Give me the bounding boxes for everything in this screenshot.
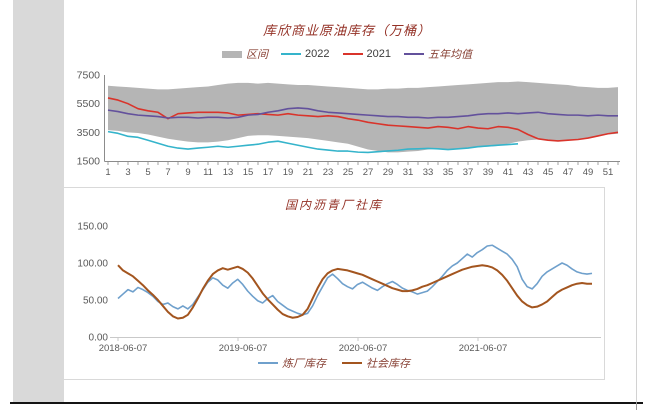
svg-text:5500: 5500 bbox=[77, 98, 101, 110]
bottom-chart-legend: 炼厂库存 社会库存 bbox=[64, 355, 604, 371]
svg-text:29: 29 bbox=[383, 167, 394, 178]
svg-text:49: 49 bbox=[583, 167, 594, 178]
bottom-chart-title: 国内沥青厂社库 bbox=[284, 198, 383, 212]
svg-text:39: 39 bbox=[483, 167, 494, 178]
svg-text:43: 43 bbox=[523, 167, 534, 178]
svg-text:50.00: 50.00 bbox=[83, 296, 108, 307]
legend-item-2021: 2021 bbox=[342, 48, 391, 60]
bottom-divider-line bbox=[10, 402, 643, 404]
svg-text:3: 3 bbox=[125, 167, 130, 178]
divider-end-tick bbox=[636, 402, 637, 410]
legend-item-2022: 2022 bbox=[281, 48, 330, 60]
svg-text:7500: 7500 bbox=[77, 70, 101, 82]
line-swatch-social bbox=[342, 361, 362, 365]
legend-label: 区间 bbox=[246, 48, 269, 61]
svg-text:100.00: 100.00 bbox=[77, 259, 108, 270]
svg-text:37: 37 bbox=[463, 167, 474, 178]
svg-text:35: 35 bbox=[443, 167, 454, 178]
svg-text:0.00: 0.00 bbox=[89, 333, 109, 344]
svg-text:23: 23 bbox=[323, 167, 334, 178]
top-chart-title: 库欣商业原油库存（万桶） bbox=[262, 24, 431, 39]
svg-text:3500: 3500 bbox=[77, 127, 101, 139]
svg-text:25: 25 bbox=[343, 167, 354, 178]
svg-text:5: 5 bbox=[145, 167, 150, 178]
legend-item-range: 区间 bbox=[222, 46, 268, 62]
svg-text:27: 27 bbox=[363, 167, 374, 178]
left-gray-panel bbox=[13, 0, 64, 403]
svg-text:7: 7 bbox=[165, 167, 170, 178]
cushing-inventory-chart: 库欣商业原油库存（万桶） 区间 2022 2021 五年均值 1 3 5 7 9 11 13… bbox=[64, 0, 630, 184]
svg-text:15: 15 bbox=[243, 167, 254, 178]
page-right-border bbox=[636, 0, 637, 402]
svg-text:47: 47 bbox=[563, 167, 574, 178]
svg-text:13: 13 bbox=[223, 167, 234, 178]
svg-text:2021-06-07: 2021-06-07 bbox=[459, 343, 508, 354]
line-swatch-refinery bbox=[258, 361, 278, 365]
svg-text:45: 45 bbox=[543, 167, 554, 178]
svg-text:9: 9 bbox=[185, 167, 190, 178]
legend-item-5yavg: 五年均值 bbox=[403, 46, 472, 62]
svg-text:51: 51 bbox=[603, 167, 614, 178]
svg-text:2019-06-07: 2019-06-07 bbox=[219, 343, 268, 354]
svg-text:31: 31 bbox=[403, 167, 414, 178]
legend-label: 2021 bbox=[366, 48, 391, 60]
svg-text:11: 11 bbox=[203, 167, 213, 178]
svg-text:2018-06-07: 2018-06-07 bbox=[99, 343, 148, 354]
svg-text:21: 21 bbox=[303, 167, 314, 178]
svg-text:1: 1 bbox=[105, 167, 110, 178]
legend-label: 2022 bbox=[305, 48, 330, 60]
range-band-swatch bbox=[222, 50, 243, 58]
asphalt-inventory-chart: 国内沥青厂社库 2018-06-07 2019-06-07 2020-06-07 20… bbox=[63, 187, 605, 380]
legend-label: 五年均值 bbox=[427, 48, 472, 61]
legend-label: 社会库存 bbox=[366, 357, 410, 370]
line-swatch-2022 bbox=[281, 53, 302, 55]
line-swatch-2021 bbox=[342, 53, 363, 55]
svg-text:1500: 1500 bbox=[77, 156, 101, 168]
svg-text:41: 41 bbox=[503, 167, 514, 178]
legend-label: 炼厂库存 bbox=[282, 357, 326, 370]
svg-text:2020-06-07: 2020-06-07 bbox=[339, 343, 388, 354]
top-chart-legend: 区间 2022 2021 五年均值 bbox=[64, 46, 630, 62]
svg-text:17: 17 bbox=[263, 167, 274, 178]
svg-text:19: 19 bbox=[283, 167, 294, 178]
legend-item-social: 社会库存 bbox=[342, 355, 410, 371]
bottom-chart-plot: 2018-06-07 2019-06-07 2020-06-07 2021-06-07… bbox=[77, 222, 601, 354]
line-swatch-5yavg bbox=[403, 53, 424, 55]
legend-item-refinery: 炼厂库存 bbox=[258, 355, 326, 371]
svg-text:150.00: 150.00 bbox=[77, 222, 108, 233]
top-chart-plot: 1 3 5 7 9 11 13 15 17 19 21 23 25 27 29 31 33 35 37 39 41 43 4… bbox=[77, 70, 620, 178]
svg-text:33: 33 bbox=[423, 167, 434, 178]
